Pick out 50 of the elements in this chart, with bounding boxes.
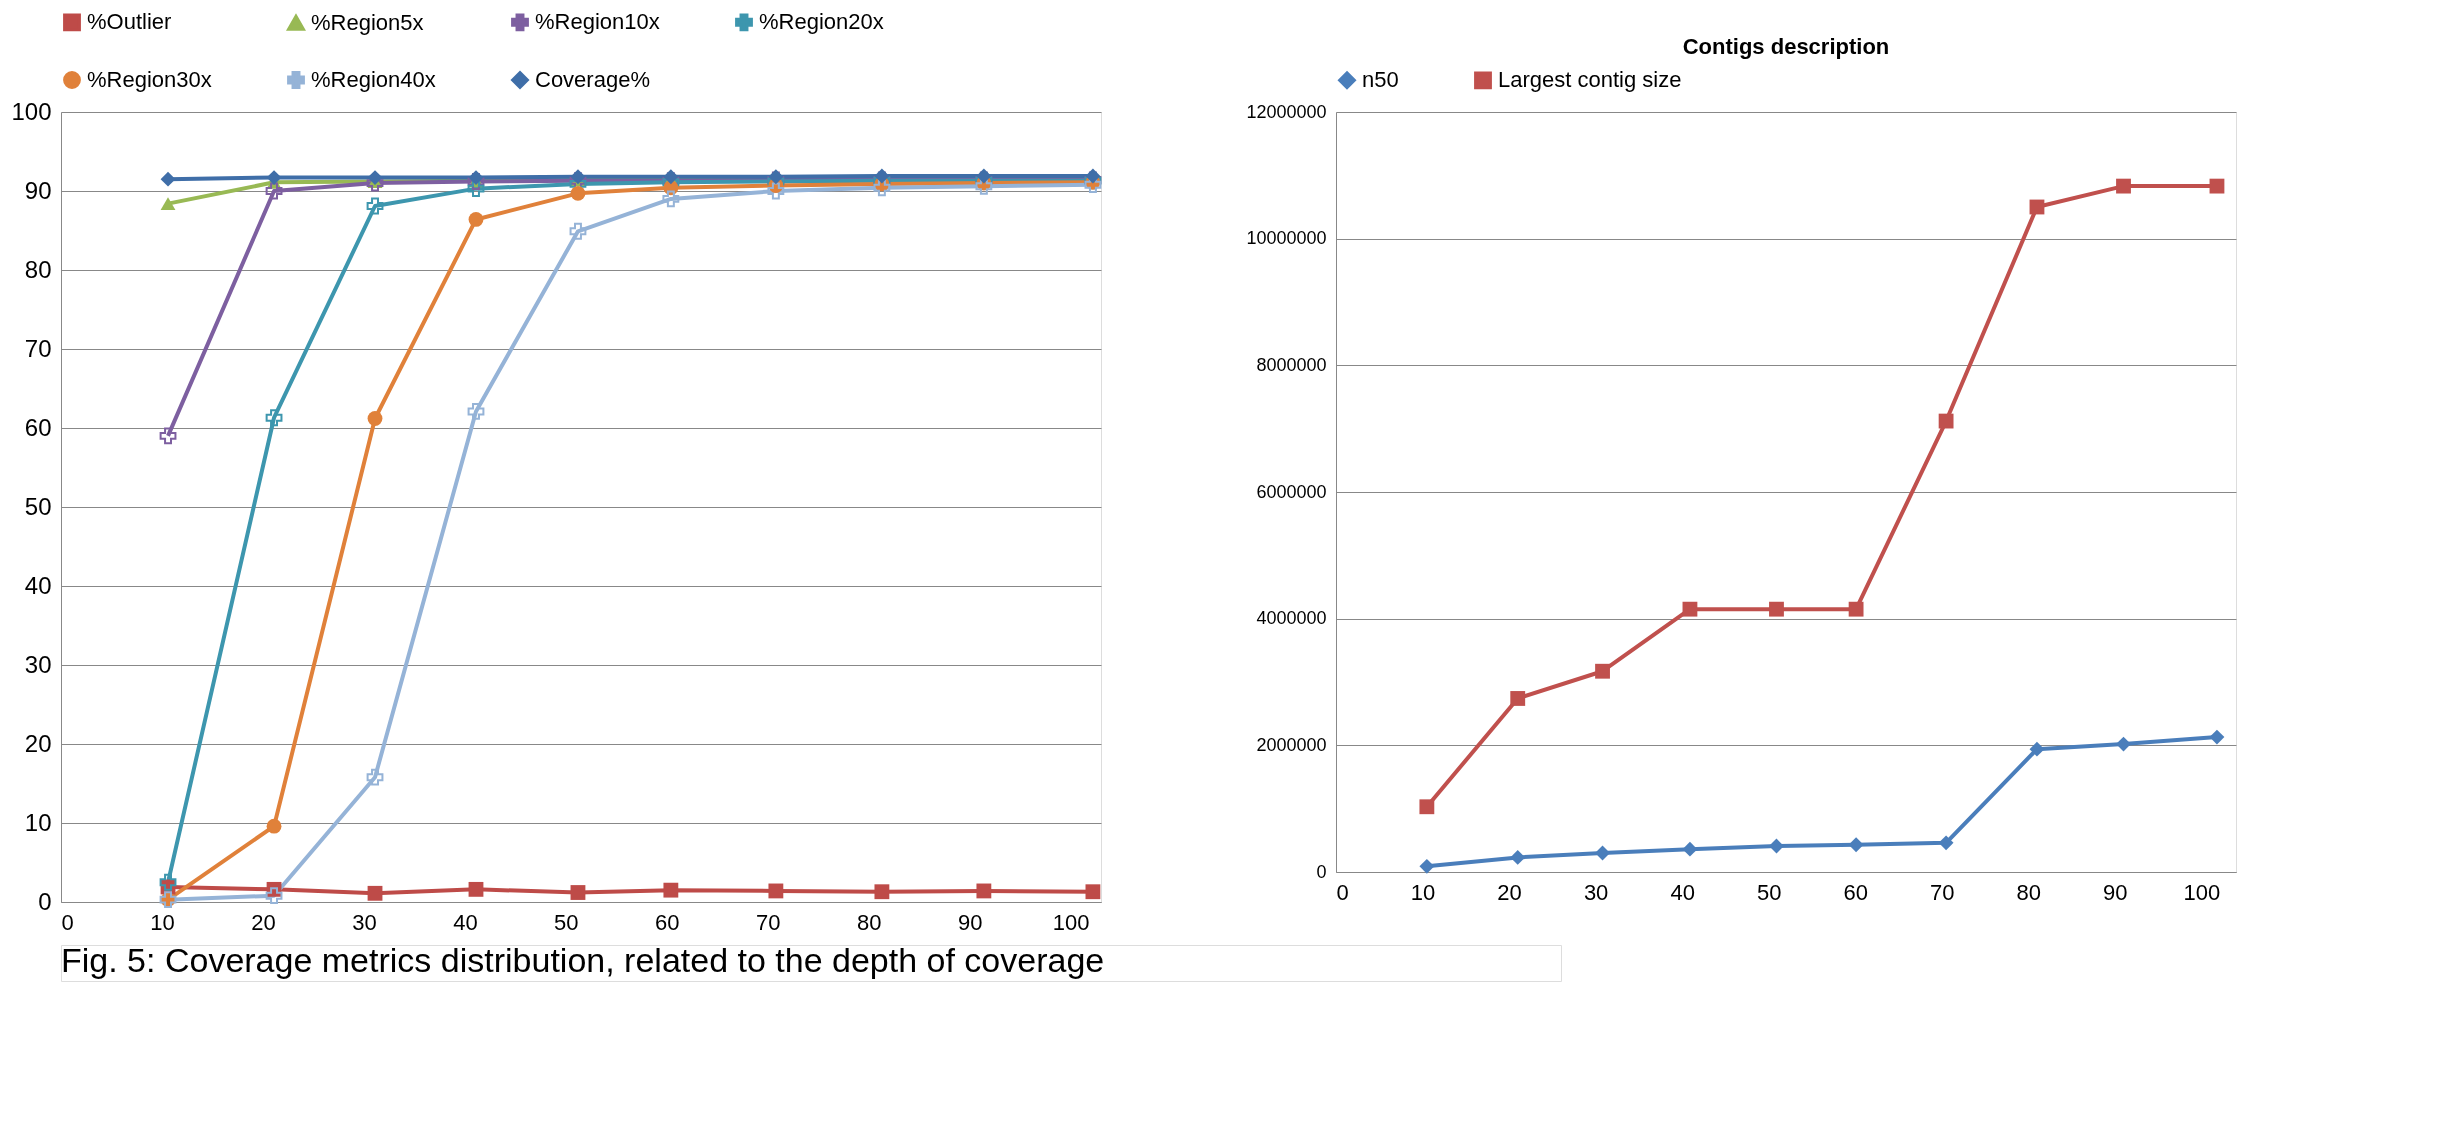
x-tick-label: 70 (1930, 879, 1955, 905)
legend-label: %Outlier (87, 9, 172, 35)
y-tick-label: 8000000 (1256, 354, 1327, 375)
x-tick-label: 30 (352, 909, 377, 935)
legend-label: %Region30x (87, 67, 212, 92)
x-tick-label: 30 (1583, 879, 1609, 905)
legend-label: %Region20x (759, 9, 884, 35)
x-tick-label: 0 (1336, 879, 1349, 905)
y-tick-label: 30 (24, 650, 52, 678)
y-tick-label: 10000000 (1246, 228, 1327, 249)
y-tick-label: 70 (24, 334, 52, 362)
y-tick-label: 20 (24, 729, 52, 757)
y-tick-label: 80 (24, 255, 52, 283)
y-tick-label: 4000000 (1256, 608, 1327, 629)
x-tick-label: 70 (756, 909, 781, 935)
x-tick-label: 100 (2183, 879, 2221, 905)
y-tick-label: 6000000 (1256, 481, 1327, 502)
legend-label: %Region10x (535, 9, 660, 35)
x-tick-label: 80 (857, 909, 882, 935)
x-tick-label: 10 (150, 909, 175, 935)
x-tick-label: 80 (2016, 879, 2042, 905)
x-tick-label: 10 (1410, 879, 1436, 905)
x-tick-label: 20 (251, 909, 276, 935)
y-tick-label: 0 (1316, 861, 1327, 882)
y-tick-label: 90 (24, 176, 52, 204)
x-tick-label: 50 (1756, 879, 1782, 905)
x-tick-label: 20 (1497, 879, 1522, 905)
y-tick-label: 60 (24, 413, 52, 441)
x-tick-label: 100 (1052, 909, 1090, 935)
x-tick-label: 60 (655, 909, 680, 935)
legend-label: Coverage% (535, 67, 650, 92)
y-tick-label: 2000000 (1256, 734, 1327, 755)
y-tick-label: 10 (24, 808, 52, 836)
x-tick-label: 40 (453, 909, 478, 935)
y-tick-label: 100 (11, 97, 52, 125)
legend-label: %Region5x (311, 9, 424, 35)
legend-label: n50 (1362, 67, 1399, 93)
x-tick-label: 60 (1843, 879, 1868, 905)
x-tick-label: 90 (2103, 879, 2128, 905)
x-tick-label: 40 (1670, 879, 1695, 905)
x-tick-label: 90 (958, 909, 983, 935)
x-tick-label: 50 (554, 909, 579, 935)
y-tick-label: 50 (24, 492, 52, 520)
x-tick-label: 0 (61, 909, 74, 935)
legend-label: %Region40x (311, 67, 436, 92)
y-tick-label: 40 (24, 571, 52, 599)
chart-title: Contigs description (1682, 34, 1890, 59)
caption: Fig. 5: Coverage metrics distribution, related to the depth of coverage (61, 941, 1105, 979)
y-tick-label: 12000000 (1246, 101, 1327, 122)
legend-label: Largest contig size (1498, 67, 1682, 93)
